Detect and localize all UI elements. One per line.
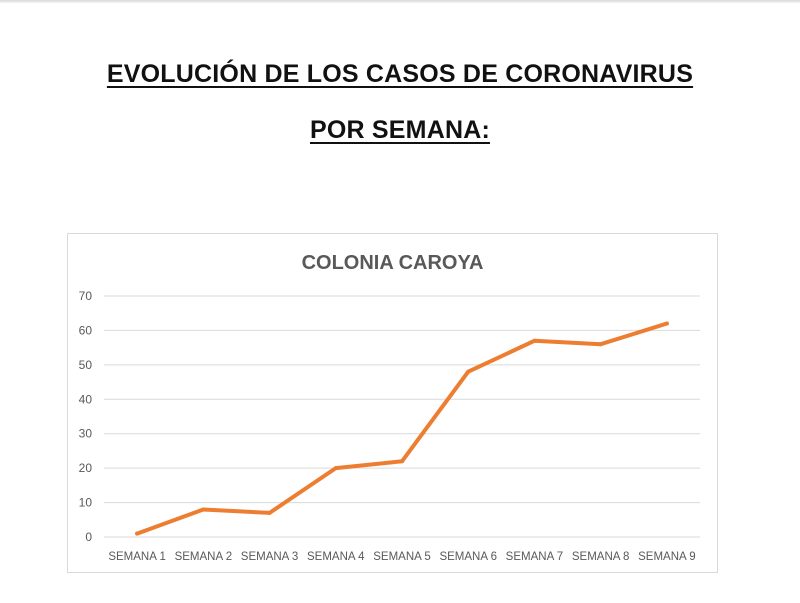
- data-point: [333, 466, 338, 471]
- data-point: [135, 531, 140, 536]
- y-tick-label: 70: [79, 289, 93, 303]
- data-point: [400, 459, 404, 464]
- data-point: [267, 510, 272, 515]
- x-tick-label: SEMANA 8: [572, 551, 630, 563]
- page-title-line-2: POR SEMANA:: [310, 116, 490, 144]
- x-tick-label: SEMANA 9: [638, 551, 696, 563]
- x-tick-label: SEMANA 4: [307, 551, 365, 563]
- page-title-line-1: EVOLUCIÓN DE LOS CASOS DE CORONAVIRUS: [106, 60, 694, 88]
- data-point: [664, 321, 669, 326]
- x-tick-label: SEMANA 3: [241, 551, 299, 563]
- x-tick-label: SEMANA 5: [373, 551, 431, 563]
- x-tick-label: SEMANA 1: [108, 551, 166, 563]
- y-tick-label: 20: [79, 461, 93, 475]
- y-tick-label: 60: [79, 323, 93, 337]
- data-point: [598, 342, 603, 347]
- top-border: [0, 0, 800, 3]
- data-point: [532, 338, 537, 343]
- x-tick-label: SEMANA 7: [506, 551, 564, 563]
- data-point: [466, 369, 471, 374]
- x-tick-label: SEMANA 6: [439, 551, 497, 563]
- y-tick-label: 0: [85, 530, 92, 544]
- y-tick-label: 50: [79, 358, 93, 372]
- data-point: [201, 507, 206, 512]
- y-tick-label: 30: [79, 427, 93, 441]
- y-tick-label: 40: [79, 392, 93, 406]
- y-tick-label: 10: [79, 496, 93, 510]
- chart-title: COLONIA CAROYA: [301, 252, 484, 274]
- x-tick-label: SEMANA 2: [175, 551, 233, 563]
- chart-frame: [67, 233, 718, 573]
